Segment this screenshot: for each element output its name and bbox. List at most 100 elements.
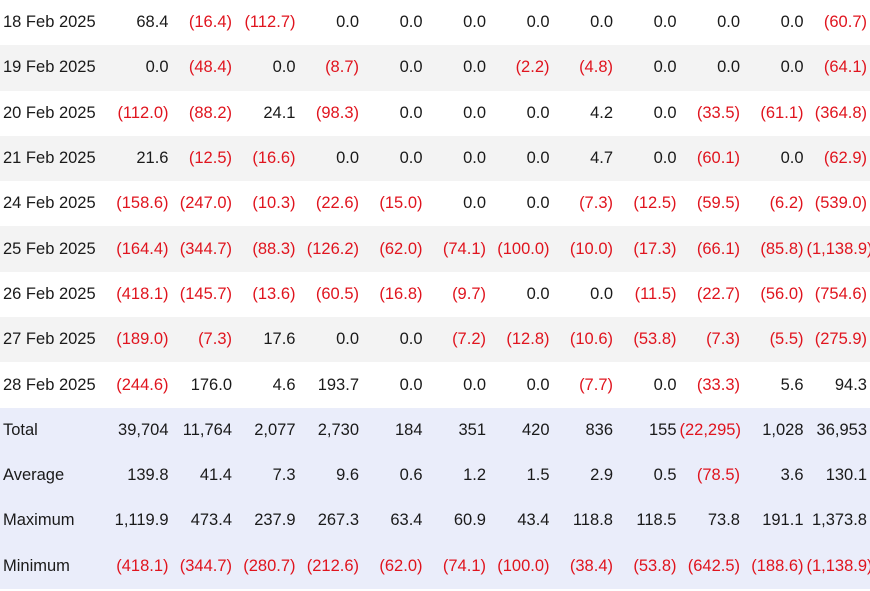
table-row: 27 Feb 2025 (189.0) (7.3) 17.6 0.0 0.0 (7.2) (1… — [0, 317, 870, 363]
table-cell: (16.8) — [362, 271, 426, 318]
table-cell: (344.7) — [171, 543, 235, 589]
table-cell: (6.2) — [743, 181, 807, 227]
table-cell: (112.0) — [108, 90, 172, 136]
table-cell: 4.6 — [235, 362, 299, 408]
table-cell: (62.0) — [362, 226, 426, 272]
table-cell: 0.0 — [425, 0, 489, 46]
table-cell: (11.5) — [616, 271, 680, 318]
table-cell: (56.0) — [743, 271, 807, 318]
table-cell: (88.3) — [235, 226, 299, 272]
table-cell: 420 — [489, 407, 553, 453]
table-cell: (48.4) — [171, 45, 235, 91]
table-cell: 0.0 — [616, 90, 680, 136]
table-cell: (100.0) — [489, 543, 553, 589]
table-cell: 21.6 — [108, 135, 172, 182]
table-cell: (5.5) — [743, 317, 807, 363]
table-cell: 0.0 — [679, 45, 743, 91]
table-cell: 155 — [616, 407, 680, 453]
table-cell: (364.8) — [806, 90, 870, 136]
table-cell: (16.4) — [171, 0, 235, 46]
table-row: 28 Feb 2025 (244.6) 176.0 4.6 193.7 0.0 0.0 0.0… — [0, 362, 870, 408]
table-cell: (1,138.9) — [806, 226, 870, 272]
table-cell: 0.0 — [362, 0, 426, 46]
table-cell: (22,295) — [679, 407, 743, 453]
summary-row: Maximum 1,119.9 473.4 237.9 267.3 63.4 60.9 43.… — [0, 498, 870, 544]
row-date: 20 Feb 2025 — [0, 90, 108, 136]
table-cell: (15.0) — [362, 181, 426, 227]
table-cell: 63.4 — [362, 498, 426, 544]
table-cell: (212.6) — [298, 543, 362, 589]
table-cell: (418.1) — [108, 271, 172, 318]
row-date: 27 Feb 2025 — [0, 317, 108, 363]
table-cell: (10.6) — [552, 317, 616, 363]
table-cell: 4.2 — [552, 90, 616, 136]
table-cell: (17.3) — [616, 226, 680, 272]
table-cell: (100.0) — [489, 226, 553, 272]
table-cell: 267.3 — [298, 498, 362, 544]
table-cell: (12.5) — [171, 135, 235, 182]
table-cell: 0.0 — [489, 90, 553, 136]
table-cell: (7.3) — [552, 181, 616, 227]
table-row: 21 Feb 2025 21.6 (12.5) (16.6) 0.0 0.0 0.0 0.0 4… — [0, 135, 870, 182]
table-cell: 39,704 — [108, 407, 172, 453]
table-cell: (74.1) — [425, 543, 489, 589]
row-date: 18 Feb 2025 — [0, 0, 108, 46]
table-cell: (61.1) — [743, 90, 807, 136]
table-row: 19 Feb 2025 0.0 (48.4) 0.0 (8.7) 0.0 0.0 (2.2)(… — [0, 45, 870, 91]
table-cell: 5.6 — [743, 362, 807, 408]
table-cell: 24.1 — [235, 90, 299, 136]
table-cell: 193.7 — [298, 362, 362, 408]
table-cell: (189.0) — [108, 317, 172, 363]
table-cell: 0.0 — [298, 0, 362, 46]
row-date: 28 Feb 2025 — [0, 362, 108, 408]
table-cell: 139.8 — [108, 452, 172, 499]
table-cell: (4.8) — [552, 45, 616, 91]
table-cell: 68.4 — [108, 0, 172, 46]
table-cell: (9.7) — [425, 271, 489, 318]
table-cell: 0.0 — [489, 362, 553, 408]
summary-label: Total — [0, 407, 108, 453]
table-cell: (642.5) — [679, 543, 743, 589]
table-cell: 0.0 — [616, 45, 680, 91]
table-cell: 1,373.8 — [806, 498, 870, 544]
table-cell: (59.5) — [679, 181, 743, 227]
summary-row: Minimum (418.1) (344.7) (280.7) (212.6) (62.0… — [0, 543, 870, 589]
table-cell: 9.6 — [298, 452, 362, 499]
summary-row: Total 39,704 11,764 2,077 2,730 184 351 420 836 1… — [0, 407, 870, 453]
table-cell: 0.0 — [108, 45, 172, 91]
table-cell: 0.0 — [616, 0, 680, 46]
table-row: 25 Feb 2025 (164.4) (344.7) (88.3) (126.2) (6… — [0, 226, 870, 272]
table-cell: 2,077 — [235, 407, 299, 453]
table-cell: (158.6) — [108, 181, 172, 227]
table-cell: 2,730 — [298, 407, 362, 453]
table-cell: (78.5) — [679, 452, 743, 499]
table-cell: 0.0 — [425, 135, 489, 182]
table-cell: 0.0 — [425, 362, 489, 408]
table-cell: 1.5 — [489, 452, 553, 499]
table-cell: (418.1) — [108, 543, 172, 589]
table-cell: (62.0) — [362, 543, 426, 589]
table-cell: (7.2) — [425, 317, 489, 363]
table-cell: (112.7) — [235, 0, 299, 46]
table-cell: 0.0 — [552, 0, 616, 46]
table-cell: (38.4) — [552, 543, 616, 589]
table-cell: 0.0 — [743, 45, 807, 91]
table-cell: 118.8 — [552, 498, 616, 544]
table-cell: 36,953 — [806, 407, 870, 453]
table-cell: 0.0 — [298, 317, 362, 363]
table-row: 18 Feb 2025 68.4 (16.4) (112.7) 0.0 0.0 0.0 0.0… — [0, 0, 870, 46]
table-cell: 0.0 — [362, 45, 426, 91]
table-cell: (2.2) — [489, 45, 553, 91]
summary-label: Average — [0, 452, 108, 499]
table-cell: (247.0) — [171, 181, 235, 227]
table-cell: 0.0 — [743, 135, 807, 182]
table-cell: (12.8) — [489, 317, 553, 363]
table-cell: (22.6) — [298, 181, 362, 227]
table-cell: 184 — [362, 407, 426, 453]
table-cell: 0.0 — [616, 135, 680, 182]
table-cell: 3.6 — [743, 452, 807, 499]
table-cell: 0.0 — [298, 135, 362, 182]
row-date: 19 Feb 2025 — [0, 45, 108, 91]
